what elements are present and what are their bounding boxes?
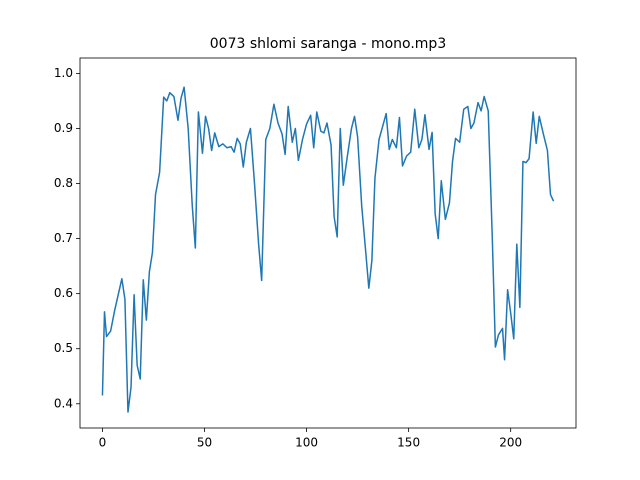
y-tick-label: 0.7 [54,231,73,245]
y-tick-label: 0.4 [54,396,73,410]
x-tick-label: 50 [197,436,212,450]
chart-title: 0073 shlomi saranga - mono.mp3 [210,36,446,52]
x-tick-label: 100 [295,436,318,450]
y-tick-label: 0.9 [54,121,73,135]
x-tick-label: 200 [499,436,522,450]
data-line [101,86,555,413]
y-tick-label: 0.5 [54,341,73,355]
axes-frame [79,57,577,429]
y-tick-label: 0.8 [54,176,73,190]
x-tick-label: 150 [397,436,420,450]
x-tick-label: 0 [99,436,107,450]
y-tick-label: 0.6 [54,286,73,300]
y-tick-label: 1.0 [54,66,73,80]
